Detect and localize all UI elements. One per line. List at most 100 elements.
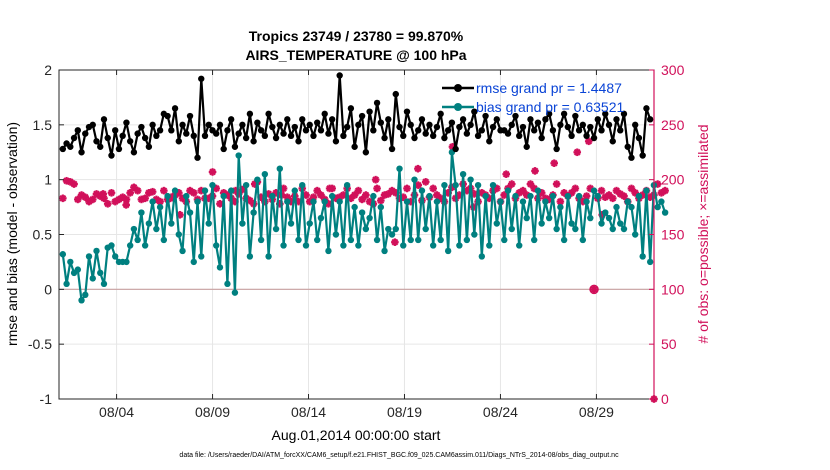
bias-point bbox=[429, 242, 437, 249]
obs-assimilated-marker-core bbox=[150, 189, 155, 194]
bias-point bbox=[287, 220, 295, 227]
rmse-point bbox=[93, 138, 100, 145]
bias-point bbox=[654, 203, 661, 211]
bias-point bbox=[358, 209, 366, 216]
bias-point bbox=[456, 242, 463, 249]
y-left-tick-label: 1.5 bbox=[33, 117, 53, 133]
rmse-point bbox=[108, 152, 115, 159]
y-right-tick-label: 100 bbox=[661, 281, 685, 297]
obs-assimilated-marker-core bbox=[509, 181, 514, 187]
rmse-point bbox=[70, 134, 78, 142]
rmse-point bbox=[400, 132, 407, 139]
bias-point bbox=[302, 242, 310, 249]
rmse-point bbox=[508, 121, 515, 129]
bias-point bbox=[242, 181, 250, 189]
obs-assimilated-marker-core bbox=[363, 192, 368, 198]
obs-assimilated-marker-core bbox=[296, 199, 301, 204]
rmse-point bbox=[59, 145, 67, 153]
rmse-point bbox=[549, 127, 557, 134]
bias-point bbox=[134, 236, 141, 244]
y-left-tick-label: -1 bbox=[40, 391, 53, 407]
rmse-point bbox=[609, 138, 616, 145]
bias-point bbox=[216, 264, 224, 271]
y-left-tick-label: 1 bbox=[44, 172, 52, 188]
bias-point bbox=[276, 165, 284, 172]
bias-point bbox=[265, 253, 272, 260]
bias-point bbox=[534, 187, 542, 194]
bias-point bbox=[568, 220, 575, 227]
obs-assimilated-marker-core bbox=[494, 186, 499, 191]
rmse-point bbox=[452, 145, 459, 153]
bias-point bbox=[459, 170, 467, 178]
rmse-point bbox=[643, 105, 650, 112]
rmse-point bbox=[299, 116, 306, 123]
rmse-point bbox=[516, 132, 523, 139]
obs-assimilated-marker-core bbox=[446, 190, 451, 195]
rmse-point bbox=[545, 110, 553, 118]
rmse-point bbox=[377, 119, 385, 126]
obs-assimilated-marker-core bbox=[520, 188, 526, 193]
bias-point bbox=[388, 231, 396, 238]
bias-point bbox=[325, 247, 332, 255]
rmse-point bbox=[624, 143, 631, 150]
y-left-tick-label: 2 bbox=[44, 62, 52, 78]
legend-bias-marker bbox=[454, 103, 462, 111]
bias-point bbox=[269, 192, 276, 200]
bias-point bbox=[366, 214, 373, 222]
obs-assimilated-marker-core bbox=[217, 201, 223, 206]
obs-extra-marker-core bbox=[177, 212, 183, 217]
rmse-point bbox=[220, 145, 227, 153]
bias-point bbox=[93, 247, 100, 255]
rmse-point bbox=[560, 110, 568, 118]
rmse-point bbox=[366, 108, 373, 115]
obs-extra-marker-core bbox=[327, 186, 332, 191]
rmse-point bbox=[362, 149, 370, 156]
rmse-point bbox=[620, 110, 628, 118]
rmse-point bbox=[201, 132, 209, 139]
rmse-point bbox=[407, 121, 414, 129]
rmse-point bbox=[444, 127, 452, 134]
rmse-point bbox=[512, 112, 519, 120]
obs-extra-marker-core bbox=[575, 150, 580, 155]
obs-assimilated-marker-core bbox=[416, 183, 421, 188]
rmse-point bbox=[635, 134, 643, 142]
rmse-point bbox=[527, 116, 534, 123]
bias-point bbox=[78, 297, 85, 304]
obs-assimilated-marker-core bbox=[60, 196, 65, 201]
obs-assimilated-marker-core bbox=[356, 188, 361, 193]
bias-point bbox=[444, 247, 452, 255]
rmse-point bbox=[295, 138, 302, 145]
bias-point bbox=[347, 236, 355, 244]
bias-point bbox=[145, 220, 153, 227]
rmse-point bbox=[594, 116, 601, 123]
bias-point bbox=[605, 214, 613, 222]
rmse-point bbox=[149, 121, 156, 129]
rmse-point bbox=[602, 110, 609, 118]
rmse-point bbox=[291, 123, 298, 131]
bias-point bbox=[310, 198, 317, 205]
bias-point bbox=[587, 214, 594, 222]
bias-point bbox=[471, 231, 478, 238]
bias-point bbox=[261, 170, 269, 178]
legend-rmse-marker bbox=[454, 84, 462, 92]
bias-point bbox=[545, 214, 553, 222]
obs-assimilated-marker-core bbox=[135, 188, 140, 193]
rmse-point bbox=[613, 116, 620, 123]
bias-point bbox=[508, 225, 515, 233]
obs-assimilated-marker-core bbox=[161, 188, 166, 193]
rmse-point bbox=[392, 90, 399, 98]
chart-title-line2: AIRS_TEMPERATURE @ 100 hPa bbox=[245, 47, 466, 63]
obs-assimilated-marker-core bbox=[124, 197, 129, 202]
bias-point bbox=[392, 225, 399, 233]
bias-point bbox=[635, 192, 643, 200]
bias-point bbox=[658, 198, 665, 205]
bias-point bbox=[400, 242, 407, 249]
rmse-point bbox=[415, 127, 422, 134]
rmse-point bbox=[617, 127, 624, 134]
bias-point bbox=[291, 187, 298, 194]
rmse-point bbox=[486, 138, 493, 145]
bias-point bbox=[598, 220, 605, 227]
bias-point bbox=[138, 209, 145, 216]
bias-point bbox=[564, 192, 572, 200]
